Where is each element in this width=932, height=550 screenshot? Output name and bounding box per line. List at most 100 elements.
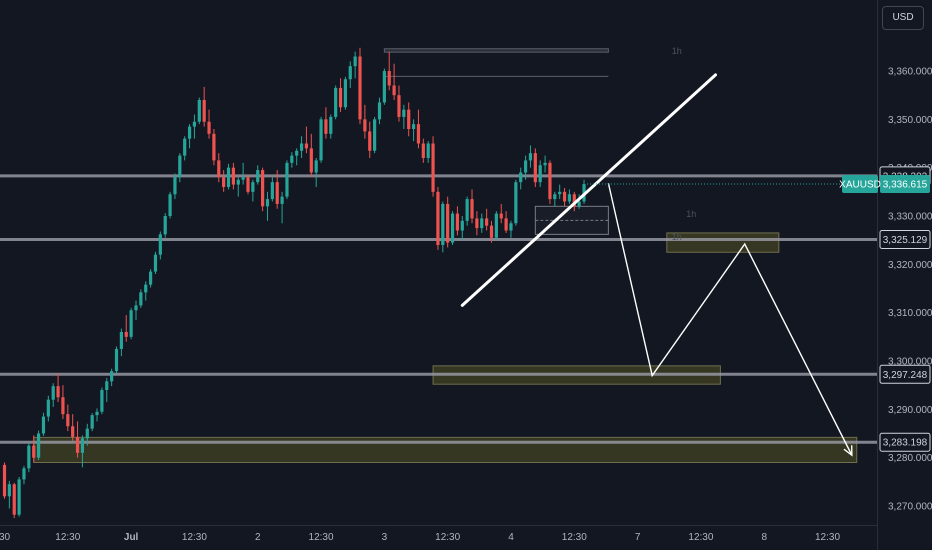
candle-body [558, 191, 562, 195]
candle-body [309, 148, 313, 173]
candle-up [295, 148, 299, 166]
candle-body [173, 177, 177, 195]
candle-body [455, 213, 460, 231]
candle-body [280, 196, 284, 204]
candle-body [548, 162, 552, 200]
candle-body [528, 153, 533, 161]
candle-down [217, 153, 221, 183]
currency-button[interactable]: USD [882, 6, 924, 30]
candle-up [465, 196, 469, 226]
candle-body [36, 433, 41, 458]
time-tick-label: 12:30 [688, 532, 713, 543]
candle-body [124, 332, 128, 337]
current-price-tag-text: 3,336.615 [883, 180, 928, 191]
candle-body [158, 234, 162, 255]
candle-body [382, 71, 386, 103]
candle-body [139, 292, 143, 306]
candle-body [407, 109, 411, 129]
candle-body [256, 170, 260, 183]
symbol-label-layer: XAUUSD [839, 175, 881, 194]
candle-body [231, 167, 235, 185]
candle-body [27, 445, 31, 469]
candle-up [343, 76, 347, 110]
candle-up [85, 423, 89, 446]
time-tick-label: 4 [508, 532, 514, 543]
candle-up [163, 213, 167, 238]
candle-up [285, 160, 289, 200]
candle-body [397, 95, 401, 117]
candle-up [226, 163, 231, 190]
candle-up [265, 191, 270, 221]
candle-body [32, 445, 36, 458]
time-tick-label: 8 [761, 532, 767, 543]
candle-up [334, 85, 338, 120]
candle-up [100, 387, 104, 415]
candle-up [280, 191, 284, 224]
candle-body [46, 399, 50, 417]
candle-body [270, 182, 274, 200]
candle-body [324, 119, 328, 134]
candle-up [178, 153, 182, 183]
timeframe-marks-layer: 1h 1h 1h [672, 46, 697, 242]
candle-body [538, 165, 542, 183]
candle-down [275, 170, 279, 209]
candle-body [275, 182, 279, 204]
candle-body [373, 119, 377, 151]
candle-body [207, 121, 211, 134]
candle-up [251, 179, 255, 202]
candle-body [523, 160, 528, 173]
candle-body [178, 155, 182, 178]
candle-up [41, 412, 46, 436]
level-price-tag-text: 3,297.248 [883, 370, 928, 381]
candle-down [207, 109, 211, 139]
candle-body [450, 213, 455, 243]
time-tick-label: 2 [255, 532, 261, 543]
symbol-label-text: XAUUSD [839, 180, 881, 191]
time-axis[interactable]: 30 12:30 Jul 12:30 2 12:30 3 12:30 4 12:30 7 12:30 8… [0, 532, 840, 543]
candle-up [494, 211, 498, 241]
time-tick-label: 12:30 [55, 532, 80, 543]
candle-body [202, 100, 206, 122]
candle-up [17, 477, 21, 517]
candle-body [299, 143, 304, 151]
candle-body [421, 143, 425, 158]
candle-up [402, 104, 406, 129]
candle-body [192, 121, 197, 127]
candle-down [246, 174, 250, 195]
candle-up [567, 189, 572, 204]
price-tick-label: 3,270.000 [888, 502, 932, 513]
candle-down [32, 435, 36, 463]
candle-up [7, 480, 11, 509]
trendline [460, 73, 718, 307]
candle-up [270, 177, 274, 202]
candle-body [105, 381, 109, 390]
candle-down [12, 482, 16, 519]
candle-up [110, 368, 114, 387]
candle-body [134, 305, 138, 311]
candle-up [509, 220, 513, 238]
candle-up [426, 141, 430, 163]
candle-down [431, 136, 435, 197]
candle-up [22, 465, 26, 485]
candle-body [319, 119, 323, 161]
candle-body [100, 390, 104, 412]
candle-up [290, 152, 294, 168]
level-price-tag-text: 3,283.198 [883, 438, 928, 449]
level-price-tag [879, 432, 931, 452]
candle-down [446, 196, 450, 248]
candle-body [329, 116, 333, 134]
candle-body [110, 371, 114, 382]
candle-up [105, 377, 109, 403]
candle-body [119, 332, 123, 349]
candle-up [51, 383, 55, 407]
candle-down [533, 148, 537, 187]
candle-body [90, 415, 94, 429]
time-tick-label: 12:30 [435, 532, 460, 543]
candle-body [441, 203, 445, 245]
reference-box [383, 48, 609, 53]
candle-body [489, 225, 494, 238]
candle-body [183, 138, 187, 156]
candle-body [149, 271, 153, 285]
